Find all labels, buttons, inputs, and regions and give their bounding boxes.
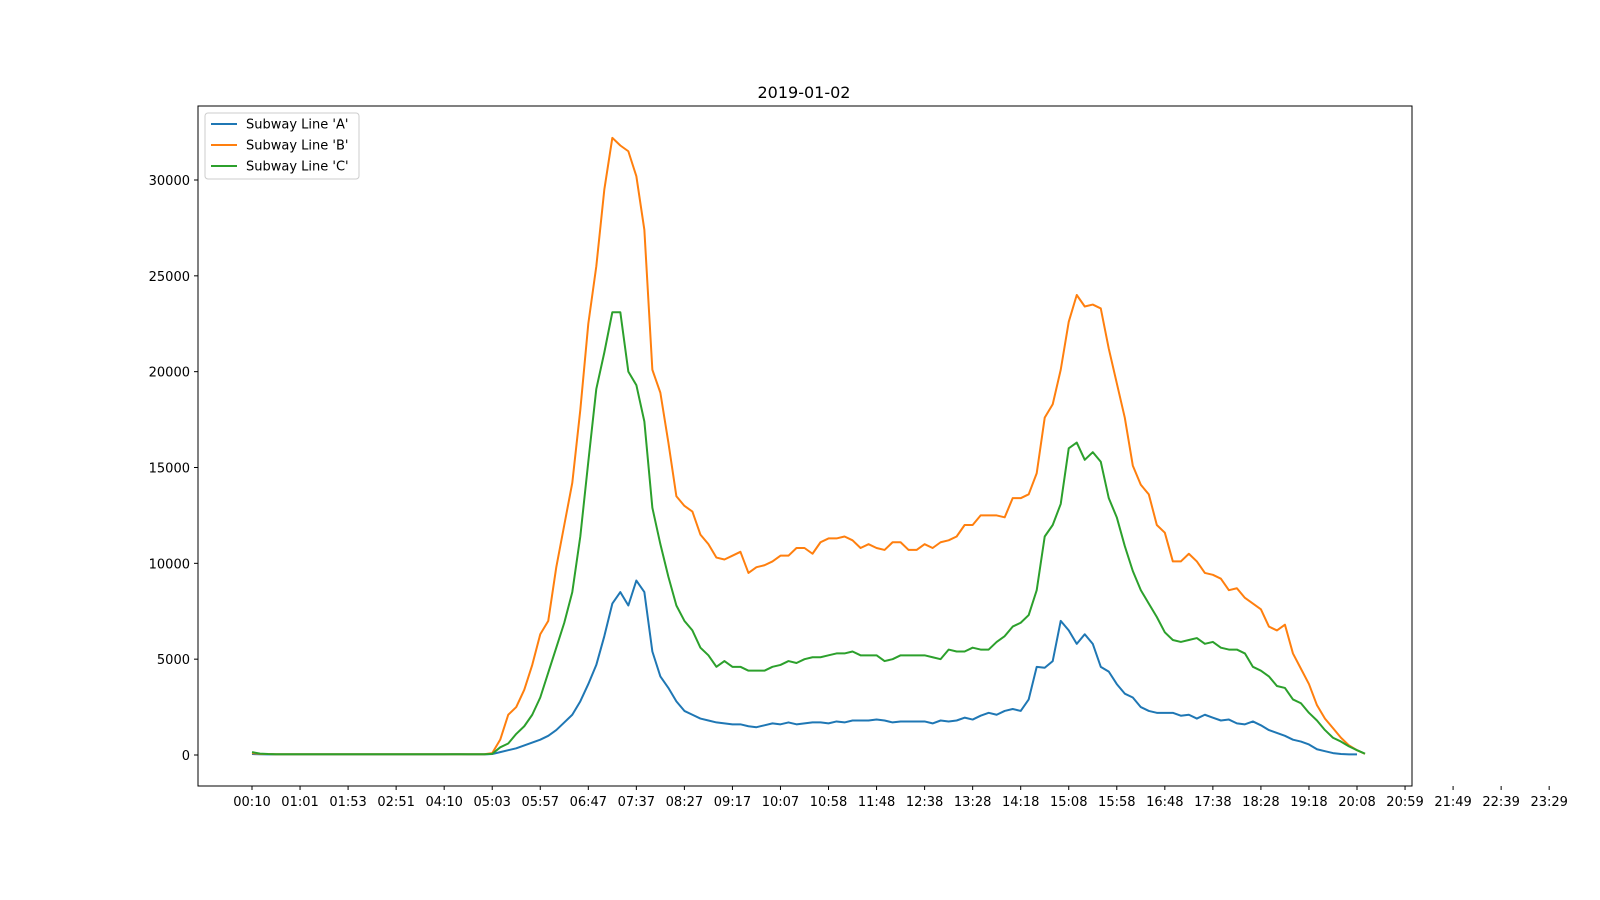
y-tick-label: 20000 [149,366,190,381]
x-axis: 00:10 01:01 01:53 02:51 04:10 05:03 05:57 06:47… [233,786,1568,810]
x-tick-label: 02:51 [377,795,414,810]
y-tick-label: 30000 [149,174,190,189]
x-tick-label: 08:27 [666,795,703,810]
x-tick-label: 10:07 [762,795,799,810]
plot-area-frame [197,105,1413,787]
chart-title: 2019-01-02 [758,83,851,102]
x-tick-label: 11:48 [858,795,895,810]
x-tick-label: 20:08 [1338,795,1375,810]
x-tick-label: 21:49 [1434,795,1471,810]
x-tick-label: 05:03 [473,795,510,810]
x-tick-label: 19:18 [1290,795,1327,810]
y-tick-label: 25000 [149,270,190,285]
x-tick-label: 09:17 [714,795,751,810]
x-tick-label: 07:37 [618,795,655,810]
x-tick-label: 14:18 [1002,795,1039,810]
legend-label-1: Subway Line 'B' [246,139,348,154]
x-tick-label: 23:29 [1530,795,1567,810]
x-tick-label: 22:39 [1482,795,1519,810]
x-tick-label: 18:28 [1242,795,1279,810]
x-tick-label: 17:38 [1194,795,1231,810]
legend-box [204,112,360,180]
x-tick-label: 06:47 [570,795,607,810]
x-tick-label: 10:58 [810,795,847,810]
y-tick-label: 0 [182,749,190,764]
y-tick-label: 15000 [149,462,190,477]
legend-label-2: Subway Line 'C' [246,160,349,175]
legend-label-0: Subway Line 'A' [246,118,348,133]
x-tick-label: 15:08 [1050,795,1087,810]
x-tick-label: 20:59 [1386,795,1423,810]
x-tick-label: 04:10 [425,795,462,810]
series-layer [251,136,1366,756]
y-tick-label: 10000 [149,557,190,572]
legend: Subway Line 'A' Subway Line 'B' Subway Lin… [204,112,360,180]
x-tick-label: 15:58 [1098,795,1135,810]
x-tick-label: 05:57 [522,795,559,810]
x-tick-label: 13:28 [954,795,991,810]
x-tick-label: 00:10 [233,795,270,810]
x-tick-label: 01:01 [281,795,318,810]
y-axis: 0 5000 10000 15000 20000 25000 30000 [149,174,198,764]
y-tick-label: 5000 [157,653,190,668]
series-line-2 [251,311,1366,756]
x-tick-label: 12:38 [906,795,943,810]
x-tick-label: 01:53 [329,795,366,810]
x-tick-label: 16:48 [1146,795,1183,810]
